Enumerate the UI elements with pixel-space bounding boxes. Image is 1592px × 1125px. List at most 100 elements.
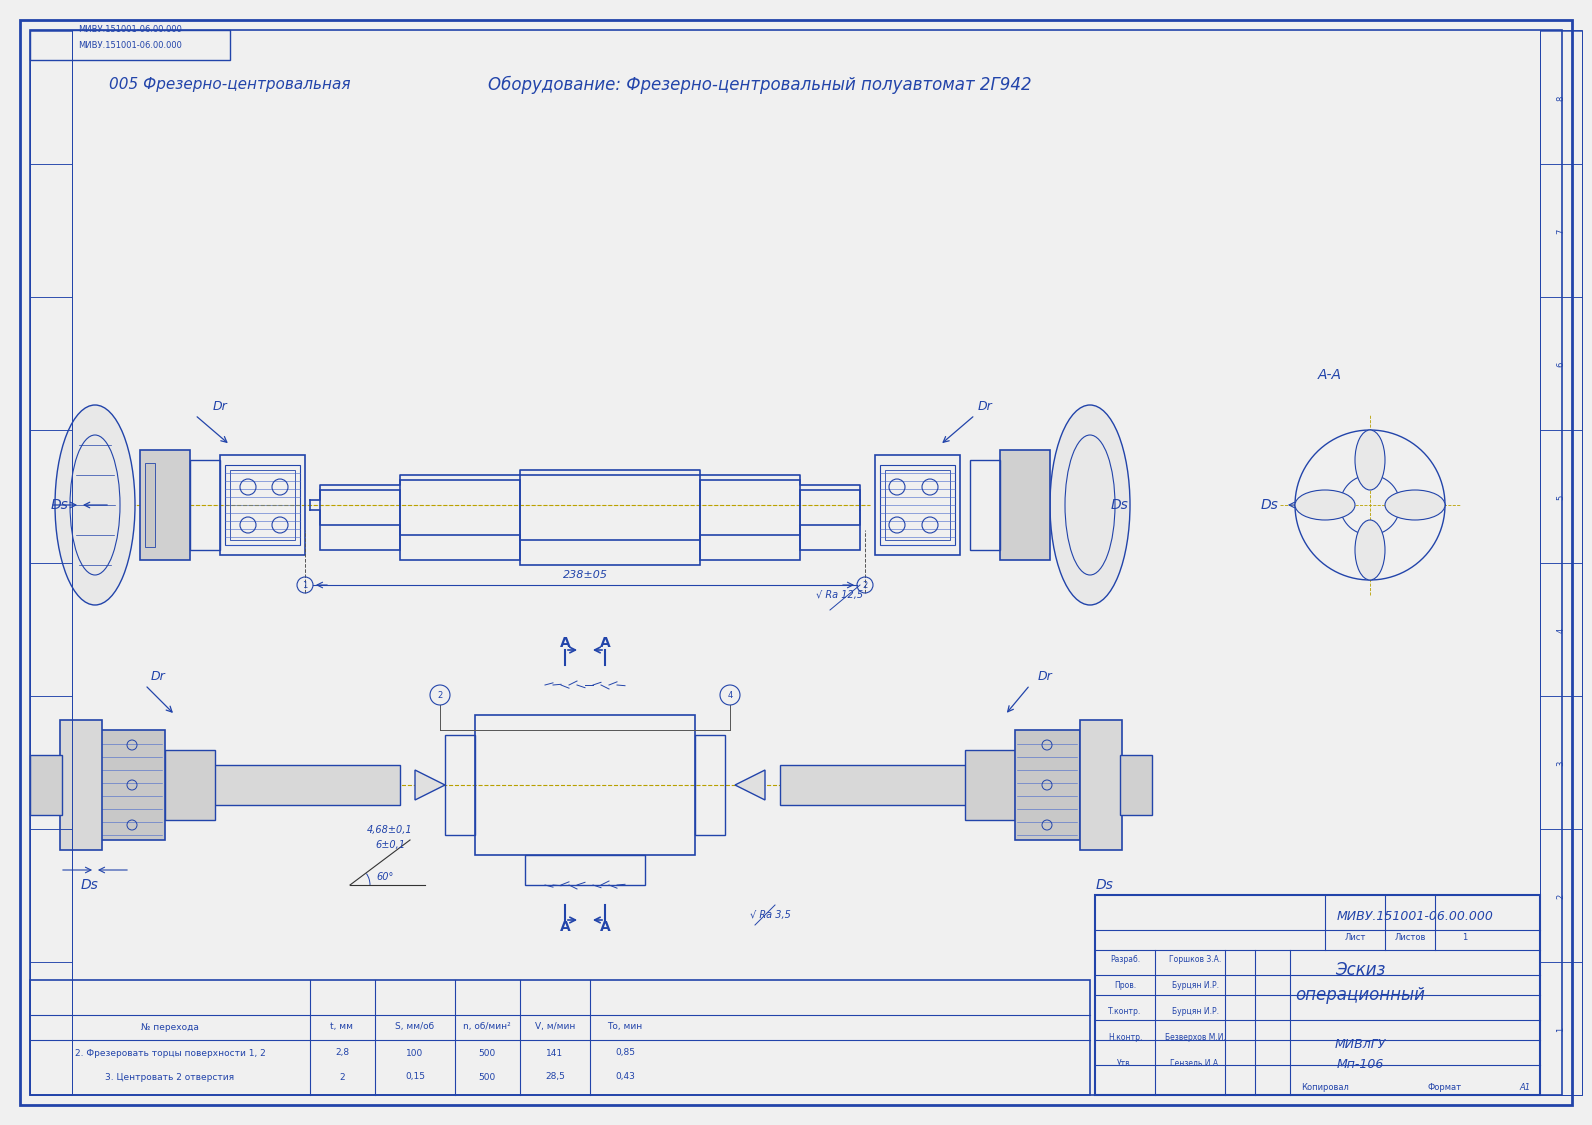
Bar xyxy=(696,735,724,835)
Text: МИВУ.151001-06.00.000: МИВУ.151001-06.00.000 xyxy=(78,26,181,35)
Bar xyxy=(1539,164,1582,297)
Bar xyxy=(166,750,215,820)
Text: 2: 2 xyxy=(339,1072,345,1081)
Text: 28,5: 28,5 xyxy=(544,1072,565,1081)
Ellipse shape xyxy=(1294,490,1355,520)
Text: 1: 1 xyxy=(1557,1026,1565,1032)
Text: Разраб.: Разраб. xyxy=(1110,955,1140,964)
Text: 2: 2 xyxy=(863,580,868,590)
Bar xyxy=(30,829,72,962)
Text: 4: 4 xyxy=(728,691,732,700)
Text: Dr: Dr xyxy=(1038,670,1052,684)
Bar xyxy=(30,696,72,829)
Text: A: A xyxy=(560,636,570,650)
Text: √ Ra 3,5: √ Ra 3,5 xyxy=(750,910,791,920)
Bar xyxy=(30,297,72,430)
Bar xyxy=(145,464,154,547)
Text: 4: 4 xyxy=(1557,628,1565,632)
Bar xyxy=(220,455,306,555)
Text: 4,68±0,1: 4,68±0,1 xyxy=(368,825,412,835)
Text: √ Ra 12,5: √ Ra 12,5 xyxy=(817,590,863,600)
Bar xyxy=(1121,755,1153,814)
Text: 8: 8 xyxy=(1557,96,1565,100)
Text: Оборудование: Фрезерно-центровальный полуавтомат 2Г942: Оборудование: Фрезерно-центровальный пол… xyxy=(489,75,1032,94)
Ellipse shape xyxy=(1355,520,1385,580)
Text: 238±05: 238±05 xyxy=(562,570,608,580)
Bar xyxy=(700,480,801,560)
Text: № перехода: № перехода xyxy=(142,1023,199,1032)
Text: Лист: Лист xyxy=(1344,934,1366,943)
Bar xyxy=(140,450,189,560)
Text: А1: А1 xyxy=(1519,1082,1530,1091)
Text: 2: 2 xyxy=(1557,893,1565,899)
Text: Горшков З.А.: Горшков З.А. xyxy=(1169,955,1221,964)
Text: 100: 100 xyxy=(406,1048,423,1057)
Text: Н.контр.: Н.контр. xyxy=(1108,1034,1141,1043)
Text: 60°: 60° xyxy=(376,872,393,882)
Text: 3. Центровать 2 отверстия: 3. Центровать 2 отверстия xyxy=(105,1072,234,1081)
Bar xyxy=(1539,297,1582,430)
Ellipse shape xyxy=(1385,490,1446,520)
Text: Гензель И.А.: Гензель И.А. xyxy=(1170,1060,1219,1069)
Bar xyxy=(30,30,229,60)
Text: Бурцян И.Р.: Бурцян И.Р. xyxy=(1172,1008,1218,1017)
Text: операционный: операционный xyxy=(1294,986,1425,1004)
Text: Безверхов М.И.: Безверхов М.И. xyxy=(1165,1034,1226,1043)
Bar xyxy=(30,30,72,1095)
Bar xyxy=(224,465,299,544)
Text: 1: 1 xyxy=(302,580,307,590)
Bar xyxy=(521,475,700,565)
Bar xyxy=(970,460,1000,550)
Bar xyxy=(30,164,72,297)
Text: Бурцян И.Р.: Бурцян И.Р. xyxy=(1172,981,1218,990)
Bar xyxy=(30,980,1091,1095)
Bar xyxy=(400,480,521,560)
Ellipse shape xyxy=(1051,405,1130,605)
Bar xyxy=(446,735,474,835)
Text: 5: 5 xyxy=(1557,494,1565,500)
Text: Ds: Ds xyxy=(81,878,99,892)
Bar xyxy=(876,455,960,555)
Bar xyxy=(30,32,72,164)
Text: Ds: Ds xyxy=(1111,498,1129,512)
Text: V, м/мин: V, м/мин xyxy=(535,1023,575,1032)
Text: A: A xyxy=(600,636,610,650)
Text: Dr: Dr xyxy=(977,400,992,414)
Text: Копировал: Копировал xyxy=(1301,1082,1348,1091)
Ellipse shape xyxy=(1355,430,1385,490)
Bar xyxy=(1539,696,1582,829)
Bar xyxy=(229,470,295,540)
Text: 500: 500 xyxy=(478,1072,495,1081)
Text: Ds: Ds xyxy=(51,498,68,512)
Bar xyxy=(1079,720,1122,850)
Bar xyxy=(880,465,955,544)
Text: 2,8: 2,8 xyxy=(334,1048,349,1057)
Text: МИВлГУ: МИВлГУ xyxy=(1334,1038,1385,1052)
Text: 3: 3 xyxy=(1557,760,1565,766)
Bar xyxy=(30,430,72,562)
Text: МИВУ.151001-06.00.000: МИВУ.151001-06.00.000 xyxy=(78,40,181,50)
Text: A-A: A-A xyxy=(1318,368,1342,382)
Text: Dr: Dr xyxy=(213,400,228,414)
Text: Мп-106: Мп-106 xyxy=(1336,1059,1383,1071)
Text: A: A xyxy=(560,920,570,934)
Bar xyxy=(201,765,400,805)
Text: t, мм: t, мм xyxy=(331,1023,353,1032)
Bar xyxy=(100,730,166,840)
Bar xyxy=(30,962,72,1095)
Text: 7: 7 xyxy=(1557,228,1565,234)
Text: Ds: Ds xyxy=(1261,498,1278,512)
Text: Dr: Dr xyxy=(151,670,166,684)
Text: 0,85: 0,85 xyxy=(615,1048,635,1057)
Bar xyxy=(1000,450,1051,560)
Polygon shape xyxy=(416,770,446,800)
Text: Т.контр.: Т.контр. xyxy=(1108,1008,1141,1017)
Text: 0,15: 0,15 xyxy=(404,1072,425,1081)
Polygon shape xyxy=(736,770,766,800)
Bar xyxy=(60,720,102,850)
Bar xyxy=(885,470,950,540)
Bar xyxy=(30,755,62,814)
Text: Формат: Формат xyxy=(1428,1082,1461,1091)
Text: 0,43: 0,43 xyxy=(615,1072,635,1081)
Bar xyxy=(1539,562,1582,696)
